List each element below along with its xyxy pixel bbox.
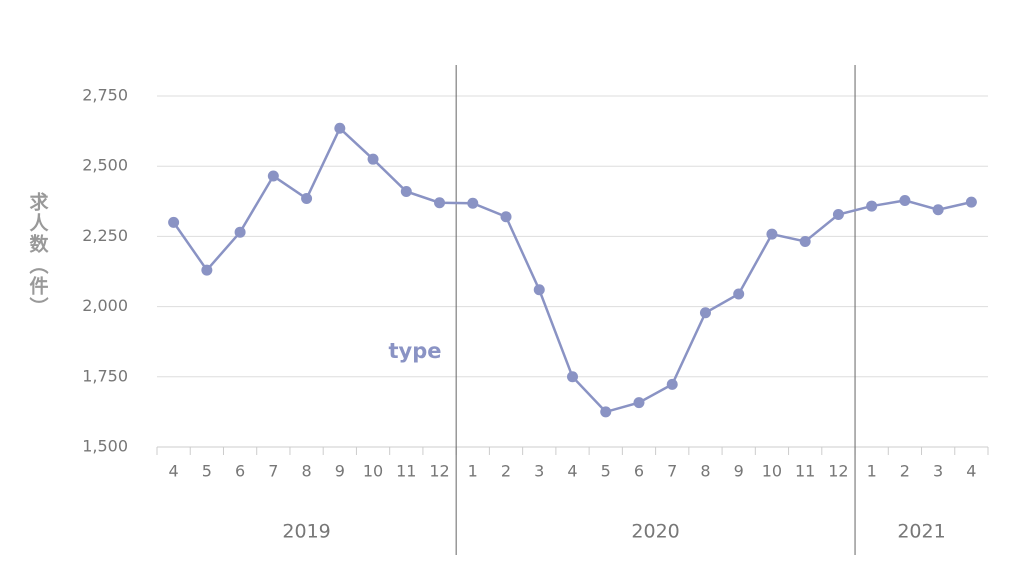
x-tick-label: 5 xyxy=(601,462,611,481)
point xyxy=(666,378,678,390)
x-tick-label: 6 xyxy=(235,462,245,481)
point xyxy=(866,200,878,212)
x-tick-label: 10 xyxy=(762,462,782,481)
point xyxy=(267,170,279,182)
y-tick-label: 1,500 xyxy=(82,437,128,456)
x-tick-label: 1 xyxy=(468,462,478,481)
x-tick-label: 5 xyxy=(202,462,212,481)
point xyxy=(533,284,545,296)
x-tick-label: 4 xyxy=(567,462,577,481)
point xyxy=(766,228,778,240)
point xyxy=(367,153,379,165)
point xyxy=(699,307,711,319)
x-tick-label: 9 xyxy=(734,462,744,481)
year-label: 2020 xyxy=(631,521,679,543)
y-tick-label: 2,500 xyxy=(82,156,128,175)
y-tick-label: 1,750 xyxy=(82,366,128,385)
point xyxy=(434,197,446,209)
point xyxy=(500,211,512,223)
point xyxy=(234,226,246,238)
x-tick-label: 2 xyxy=(501,462,511,481)
point xyxy=(467,197,479,209)
x-tick-label: 3 xyxy=(933,462,943,481)
point xyxy=(301,192,313,204)
year-label: 2021 xyxy=(897,521,945,543)
line xyxy=(172,126,972,414)
x-tick-label: 10 xyxy=(363,462,383,481)
point xyxy=(400,185,412,197)
point xyxy=(567,371,578,383)
point xyxy=(201,264,213,276)
x-tick-label: 9 xyxy=(335,462,345,481)
point xyxy=(733,288,745,300)
point xyxy=(168,216,180,228)
x-tick-label: 7 xyxy=(268,462,278,481)
x-tick-label: 11 xyxy=(795,462,815,481)
point xyxy=(899,194,911,206)
x-tick-label: 6 xyxy=(634,462,644,481)
x-tick-label: 2 xyxy=(900,462,910,481)
year-label: 2019 xyxy=(282,521,330,543)
point xyxy=(932,204,944,216)
y-tick-label: 2,000 xyxy=(82,296,128,315)
x-tick-label: 8 xyxy=(700,462,710,481)
x-tick-label: 3 xyxy=(534,462,544,481)
point xyxy=(633,397,645,409)
x-tick-label: 4 xyxy=(169,462,179,481)
x-tick-label: 1 xyxy=(867,462,877,481)
y-tick-label: 2,250 xyxy=(82,226,128,245)
point xyxy=(799,235,811,247)
y-tick-label: 2,750 xyxy=(82,86,128,105)
series-label: type xyxy=(388,339,441,363)
point xyxy=(832,208,844,220)
x-tick-label: 12 xyxy=(828,462,848,481)
y-axis-label: 求人数（件） xyxy=(27,191,49,318)
x-tick-label: 4 xyxy=(966,462,976,481)
point xyxy=(965,196,977,208)
x-tick-label: 7 xyxy=(667,462,677,481)
point xyxy=(334,122,346,134)
x-tick-label: 12 xyxy=(429,462,449,481)
point xyxy=(600,406,612,418)
x-tick-label: 11 xyxy=(396,462,416,481)
x-tick-label: 8 xyxy=(301,462,311,481)
